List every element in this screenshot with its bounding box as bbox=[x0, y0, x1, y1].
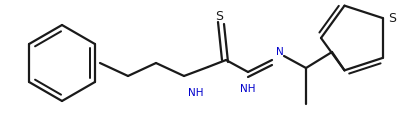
Text: NH: NH bbox=[188, 88, 204, 98]
Text: S: S bbox=[215, 10, 223, 22]
Text: S: S bbox=[389, 12, 396, 25]
Text: N: N bbox=[276, 47, 284, 57]
Text: NH: NH bbox=[240, 84, 256, 94]
